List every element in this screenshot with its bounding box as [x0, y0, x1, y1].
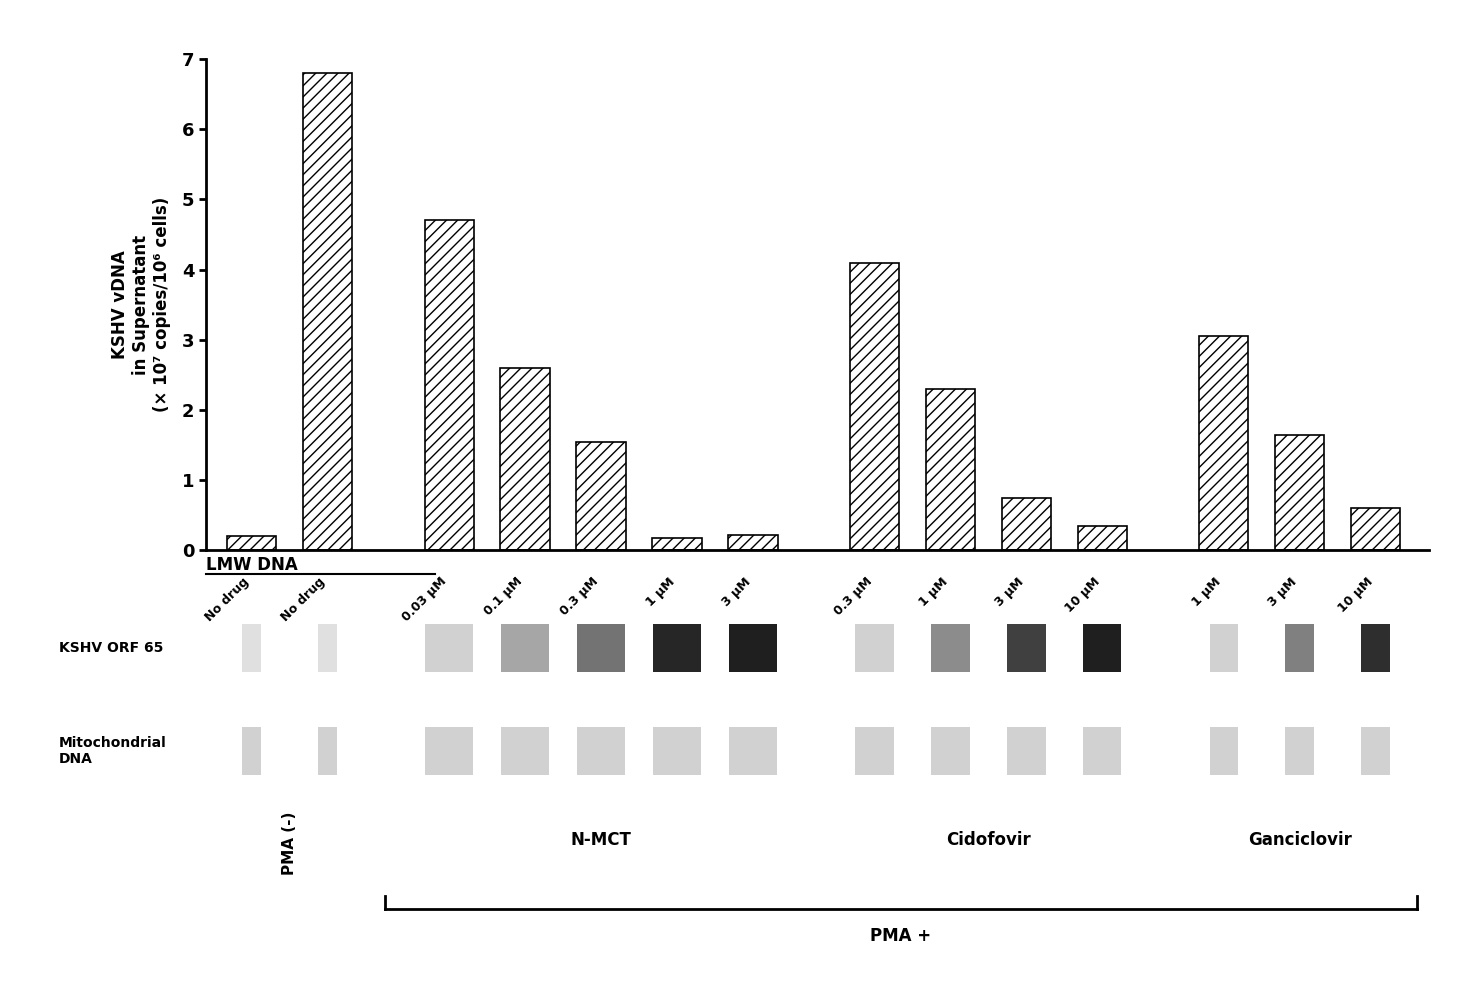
Text: 1 μM: 1 μM	[644, 575, 678, 608]
Text: Ganciclovir: Ganciclovir	[1248, 831, 1352, 848]
Bar	[577, 726, 625, 776]
Bar	[931, 726, 969, 776]
Bar	[424, 220, 474, 550]
Text: N-MCT: N-MCT	[570, 831, 632, 848]
Text: Cidofovir: Cidofovir	[946, 831, 1031, 848]
Text: KSHV ORF 65: KSHV ORF 65	[59, 641, 164, 655]
Text: 10 μM: 10 μM	[1062, 575, 1102, 615]
Bar	[1008, 623, 1046, 672]
Text: 0.3 μM: 0.3 μM	[558, 575, 601, 618]
Bar	[426, 726, 473, 776]
Bar	[501, 368, 549, 550]
Bar	[1361, 726, 1391, 776]
Bar	[577, 623, 625, 672]
Bar	[1209, 726, 1237, 776]
Bar	[1209, 623, 1237, 672]
Text: No drug: No drug	[278, 575, 327, 624]
Bar	[653, 726, 701, 776]
Bar	[856, 726, 894, 776]
Text: 1 μM: 1 μM	[916, 575, 950, 608]
Bar	[728, 535, 778, 550]
Text: Mitochondrial
DNA: Mitochondrial DNA	[59, 736, 166, 766]
Text: 3 μM: 3 μM	[1267, 575, 1299, 608]
Bar	[227, 537, 277, 550]
Bar	[729, 726, 778, 776]
Bar	[856, 623, 894, 672]
Text: PMA +: PMA +	[871, 927, 931, 945]
Bar	[426, 623, 473, 672]
Bar	[1351, 508, 1401, 550]
Text: 0.1 μM: 0.1 μM	[482, 575, 526, 618]
Bar	[931, 623, 969, 672]
Bar	[1286, 623, 1314, 672]
Text: 1 μM: 1 μM	[1190, 575, 1224, 608]
Bar	[1083, 623, 1121, 672]
Bar	[925, 389, 975, 550]
Bar	[729, 623, 778, 672]
Bar	[303, 73, 352, 550]
Bar	[576, 441, 626, 550]
Y-axis label: KSHV vDNA
in Supernatant
(× 10⁷ copies/10⁶ cells): KSHV vDNA in Supernatant (× 10⁷ copies/1…	[110, 198, 171, 412]
Bar	[501, 623, 549, 672]
Text: 0.03 μM: 0.03 μM	[399, 575, 449, 624]
Bar	[243, 623, 261, 672]
Bar	[501, 726, 549, 776]
Bar	[1276, 434, 1324, 550]
Bar	[850, 262, 899, 550]
Bar	[318, 726, 337, 776]
Text: No drug: No drug	[203, 575, 252, 624]
Bar	[653, 623, 701, 672]
Bar	[1199, 336, 1249, 550]
Text: 3 μM: 3 μM	[993, 575, 1027, 608]
Text: PMA (-): PMA (-)	[283, 812, 298, 875]
Bar	[1286, 726, 1314, 776]
Text: 3 μM: 3 μM	[719, 575, 753, 608]
Bar	[318, 623, 337, 672]
Bar	[1002, 497, 1052, 550]
Text: LMW DNA: LMW DNA	[206, 556, 298, 574]
Bar	[1083, 726, 1121, 776]
Bar	[653, 538, 701, 550]
Text: 10 μM: 10 μM	[1336, 575, 1376, 615]
Bar	[243, 726, 261, 776]
Bar	[1078, 526, 1127, 550]
Bar	[1008, 726, 1046, 776]
Text: 0.3 μM: 0.3 μM	[831, 575, 875, 618]
Bar	[1361, 623, 1391, 672]
